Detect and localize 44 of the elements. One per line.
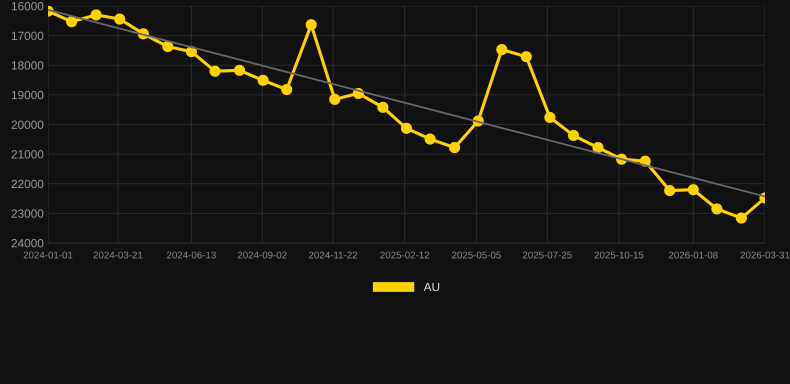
point — [736, 212, 747, 224]
x-tick-label: 2024-01-01 — [24, 252, 72, 258]
point — [281, 84, 292, 96]
y-tick-label: 16000 — [12, 2, 44, 10]
point — [592, 142, 604, 154]
point — [711, 203, 722, 214]
y-tick-label: 18000 — [12, 61, 44, 70]
y-tick-label: 19000 — [12, 90, 44, 100]
point — [424, 133, 436, 145]
x-tick-label: 2024-03-21 — [94, 252, 142, 258]
x-tick-label: 2025-02-12 — [380, 252, 430, 258]
y-tick-label: 17000 — [12, 32, 44, 40]
point — [496, 44, 508, 56]
y-tick-label: 23000 — [12, 209, 44, 218]
point — [209, 66, 221, 77]
x-tick-label: 2024-06-13 — [167, 252, 216, 258]
legend-label: AU — [424, 282, 440, 292]
y-tick-label: 22000 — [12, 180, 44, 188]
point — [664, 185, 676, 196]
point — [520, 51, 532, 62]
point — [66, 16, 78, 28]
x-tick-label: 2026-01-08 — [668, 252, 718, 258]
point — [544, 112, 556, 123]
point — [258, 74, 269, 86]
point — [234, 64, 246, 76]
point — [449, 142, 460, 154]
x-tick-label: 2026-03-31 — [740, 252, 790, 258]
point — [688, 184, 699, 196]
y-tick-label: 21000 — [12, 150, 44, 159]
x-tick-label: 2025-10-15 — [594, 252, 644, 258]
x-tick-label: 2024-11-22 — [309, 252, 358, 258]
point — [377, 102, 388, 113]
point — [329, 94, 340, 105]
point — [400, 122, 412, 134]
point — [114, 13, 126, 25]
y-tick-label: 24000 — [12, 239, 44, 248]
y-tick-label: 20000 — [12, 120, 44, 129]
point — [306, 19, 317, 30]
x-tick-label: 2025-07-25 — [522, 252, 572, 258]
x-tick-label: 2025-05-05 — [452, 252, 501, 258]
point — [90, 9, 102, 20]
point — [162, 41, 174, 52]
x-tick-label: 2024-09-02 — [238, 252, 287, 258]
point — [568, 130, 580, 142]
